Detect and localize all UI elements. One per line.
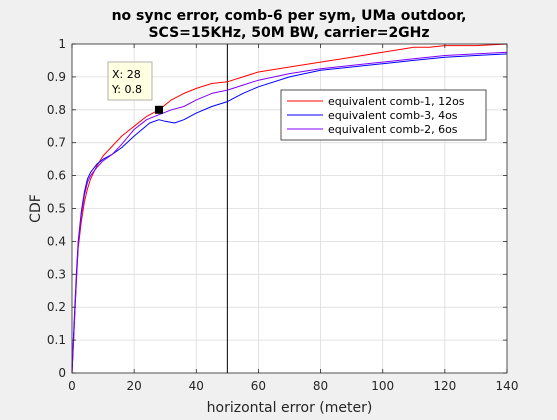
chart-title-line-2: SCS=15KHz, 50M BW, carrier=2GHz — [148, 25, 429, 41]
legend-label-1: equivalent comb-1, 12os — [328, 95, 465, 108]
x-tick-label: 100 — [371, 379, 394, 393]
y-tick-label: 0.5 — [47, 202, 66, 216]
y-tick-label: 0.9 — [47, 70, 66, 84]
y-axis-label: CDF — [28, 194, 44, 223]
chart-title: no sync error, comb-6 per sym, UMa outdo… — [112, 8, 467, 41]
y-tick-label: 1 — [58, 37, 66, 51]
datatip-line-1: X: 28 — [112, 68, 141, 81]
x-tick-label: 20 — [127, 379, 142, 393]
x-tick-label: 40 — [189, 379, 204, 393]
y-tick-label: 0.8 — [47, 103, 66, 117]
y-tick-label: 0.4 — [47, 234, 66, 248]
datatip-box — [107, 61, 153, 101]
legend-label-3: equivalent comb-2, 6os — [328, 123, 458, 136]
data-series — [71, 43, 508, 374]
datatip-line-2: Y: 0.8 — [111, 83, 142, 96]
x-tick-label: 120 — [433, 379, 456, 393]
series-line-3 — [71, 51, 508, 374]
datatip[interactable]: X: 28 Y: 0.8 — [107, 61, 163, 114]
x-axis-label: horizontal error (meter) — [207, 400, 373, 416]
y-tick-label: 0.7 — [47, 136, 66, 150]
series-line-1 — [71, 43, 508, 374]
x-axis-ticks: 0 20 40 60 80 100 120 140 — [68, 44, 518, 393]
legend-label-2: equivalent comb-3, 4os — [328, 109, 458, 122]
series-line-2 — [71, 53, 508, 374]
y-tick-label: 0.6 — [47, 169, 66, 183]
x-tick-label: 140 — [496, 379, 519, 393]
y-tick-label: 0.3 — [47, 267, 66, 281]
x-tick-label: 60 — [251, 379, 266, 393]
y-tick-label: 0.1 — [47, 333, 66, 347]
x-tick-label: 80 — [313, 379, 328, 393]
datatip-marker[interactable] — [155, 105, 163, 114]
y-axis-ticks: 0 0.1 0.2 0.3 0.4 0.5 0.6 0.7 0.8 0.9 1 — [47, 37, 507, 380]
x-tick-label: 0 — [68, 379, 76, 393]
y-tick-label: 0 — [58, 366, 66, 380]
chart-title-line-1: no sync error, comb-6 per sym, UMa outdo… — [112, 8, 467, 24]
y-tick-label: 0.2 — [47, 300, 66, 314]
